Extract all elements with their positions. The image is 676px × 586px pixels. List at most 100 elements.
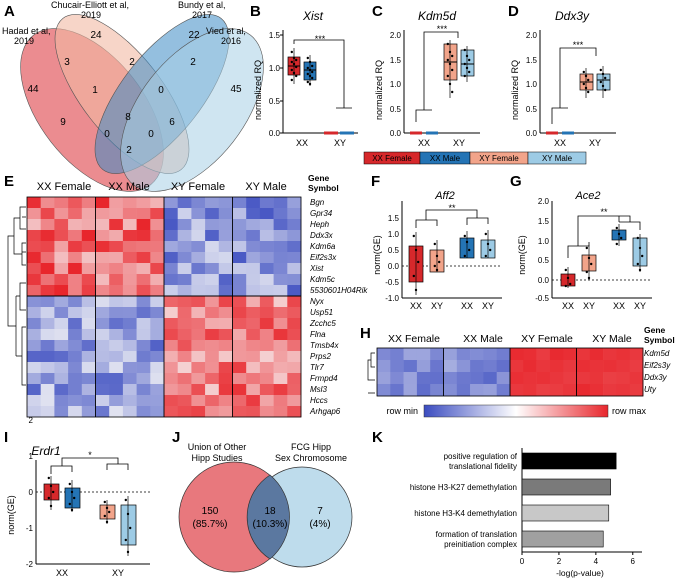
column-group-label: XY Male [245,181,286,193]
heatmap-cell [259,296,274,308]
legend-label: XY Male [542,154,573,163]
scale-min-label: row min [386,406,418,416]
heatmap-cell [109,329,124,341]
heatmap-cell [177,307,192,319]
venn-count: 0 [104,129,110,140]
sample-point [49,484,53,488]
venn-count: 1 [92,85,98,96]
heatmap-cell [246,230,261,242]
heatmap-cell [629,360,644,373]
heatmap-cell [191,208,206,220]
venn2-right-label: Sex Chromosome [275,453,347,463]
heatmap-cell [246,263,261,275]
heatmap-cell [416,348,431,361]
heatmap-cell [287,252,302,264]
heatmap-cell [150,406,165,418]
heatmap-cell [109,219,124,231]
heatmap-cell [496,384,511,397]
dendrogram [367,352,375,394]
venn2-pct: (4%) [309,519,330,530]
gene-label: Bgn [310,198,325,207]
heatmap-cell [287,219,302,231]
heatmap-cell [191,307,206,319]
sample-point [636,236,639,240]
heatmap-cell [68,329,83,341]
heatmap-cell [164,362,178,374]
gene-label: Gpr34 [310,209,333,218]
heatmap-cell [177,252,192,264]
heatmap-cell [259,241,274,253]
heatmap-cell [150,230,165,242]
venn-count: 0 [148,129,154,140]
heatmap-cell [191,329,206,341]
heatmap-cell [287,230,302,242]
legend-label: XX Female [372,154,412,163]
heatmap-cell [205,395,220,407]
heatmap-cell [177,263,192,275]
heatmap-cell [40,362,55,374]
heatmap-cell [54,252,69,264]
heatmap-cell [191,351,206,363]
gene-label: Eif2s3y [644,361,671,370]
panel-d-title: Ddx3y [555,9,590,23]
heatmap-cell [443,384,458,397]
panel-g-letter: G [510,173,522,190]
heatmap-cell [27,351,41,363]
sample-point [292,71,296,75]
heatmap-cell [273,318,288,330]
heatmap-cell [68,373,83,385]
panel-c: C Kdm5d normalized RQ 0.0 0.5 1.0 1.5 2.… [372,3,480,148]
heatmap-cell [54,395,69,407]
panel-c-title: Kdm5d [418,9,456,23]
heatmap-cell [27,219,41,231]
heatmap-cell [27,241,41,253]
heatmap-cell [136,340,151,352]
heatmap-cell [177,219,192,231]
heatmap-cell [246,362,261,374]
heatmap-cell [164,395,178,407]
heatmap-cell [150,241,165,253]
heatmap-cell [40,406,55,418]
heatmap-cell [205,285,220,297]
heatmap-cell [95,274,110,286]
panel-i-title: Erdr1 [31,444,60,458]
heatmap-cell [40,296,55,308]
heatmap-cell [177,208,192,220]
heatmap-cell [259,318,274,330]
venn2-pct: (10.3%) [252,519,287,530]
heatmap-cell [205,318,220,330]
heatmap-cell [536,360,551,373]
heatmap-cell [150,329,165,341]
heatmap-cell [122,197,137,209]
gene-label: Zcchc5 [309,319,336,328]
panel-b: B Xist normalized RQ 0.0 0.5 1.0 1.5 ***… [250,3,358,148]
heatmap-cell [205,241,220,253]
heatmap-cell [246,395,261,407]
heatmap-cell [136,274,151,286]
heatmap-cell [390,372,404,385]
group-label: XY [482,301,494,311]
heatmap-cell [81,197,96,209]
heatmap-cell [54,362,69,374]
heatmap-cell [27,263,41,275]
heatmap-cell [287,274,302,286]
heatmap-cell [246,252,261,264]
panel-g-yticks: -0.5 0.0 0.5 1.0 1.5 2.0 [535,197,549,303]
heatmap-cell [232,252,247,264]
heatmap-cell [27,395,41,407]
heatmap-cell [40,274,55,286]
venn-set-vied [120,28,264,192]
gene-label: Flna [310,330,326,339]
heatmap-h-grid [376,347,644,397]
heatmap-cell [177,406,192,418]
heatmap-cell [416,384,431,397]
ytick-label: 2 [29,416,34,425]
sample-point [451,90,454,94]
ytick-label: 1.0 [388,230,400,239]
sample-point [601,84,605,88]
heatmap-cell [536,348,551,361]
heatmap-cell [218,362,233,374]
heatmap-cell [218,208,233,220]
heatmap-cell [54,307,69,319]
heatmap-cell [81,241,96,253]
